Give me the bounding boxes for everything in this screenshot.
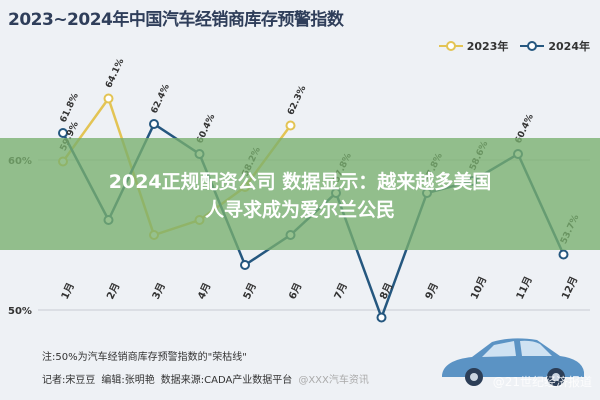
legend-label-2023: 2023年 [466, 40, 509, 53]
credit-source: 数据来源:CADA产业数据平台 [160, 375, 293, 386]
legend-label-2024: 2024年 [548, 40, 590, 53]
x-tick-label: 2月 [104, 281, 122, 301]
data-label: 62.4% [150, 83, 172, 116]
data-label: 61.8% [59, 92, 81, 125]
banner-headline[interactable]: 2024正规配资公司 数据显示：越来越多美国 人寻求成为爱尔兰公民 [0, 168, 600, 224]
y-tick-label: 50% [8, 306, 32, 317]
data-label: 62.3% [286, 84, 308, 117]
x-tick-label: 3月 [150, 281, 168, 301]
legend-item-2024: 2024年 [520, 38, 590, 54]
data-point [240, 260, 250, 270]
data-point [376, 312, 387, 323]
legend-swatch-2024 [520, 41, 545, 51]
x-tick-label: 5月 [241, 281, 259, 301]
footnote: 注:50%为汽车经销商库存预警指数的"荣枯线" [42, 352, 247, 363]
car-illustration [442, 338, 584, 386]
data-point [103, 93, 114, 104]
watermark-left: @XXX汽车资讯 [298, 375, 369, 386]
x-tick-label: 4月 [195, 281, 213, 301]
x-tick-label: 10月 [468, 275, 489, 302]
data-label: 64.1% [104, 57, 126, 90]
watermark-right: @21世纪经济报道 [492, 375, 592, 389]
x-tick-label: 11月 [514, 275, 535, 302]
banner-headline-line-1: 2024正规配资公司 数据显示：越来越多美国 [108, 171, 492, 193]
x-tick-label: 7月 [332, 281, 350, 301]
credits: 记者:宋豆豆 编辑:张明艳 数据来源:CADA产业数据平台 @XXX汽车资讯 [42, 371, 369, 386]
data-point [149, 119, 159, 129]
credit-editor: 编辑:张明艳 [101, 375, 155, 386]
chart-title: 2023~2024年中国汽车经销商库存预警指数 [8, 10, 344, 30]
legend: 2023年 2024年 [438, 38, 590, 54]
banner-headline-line-2: 人寻求成为爱尔兰公民 [204, 199, 395, 221]
x-tick-label: 1月 [59, 281, 77, 301]
banner-overlay [0, 138, 600, 250]
legend-item-2023: 2023年 [438, 38, 509, 54]
data-point [558, 249, 569, 260]
data-point [285, 120, 296, 131]
x-tick-label: 12月 [559, 275, 580, 302]
credit-author: 记者:宋豆豆 [42, 375, 96, 386]
legend-swatch-2023 [438, 41, 463, 51]
x-axis-tick-labels: 1月 2月 3月 4月 5月 6月 7月 8月 9月 10月 11月 12月 [59, 275, 580, 302]
x-tick-label: 9月 [423, 281, 441, 301]
x-tick-label: 6月 [286, 281, 304, 301]
data-point [58, 128, 68, 138]
